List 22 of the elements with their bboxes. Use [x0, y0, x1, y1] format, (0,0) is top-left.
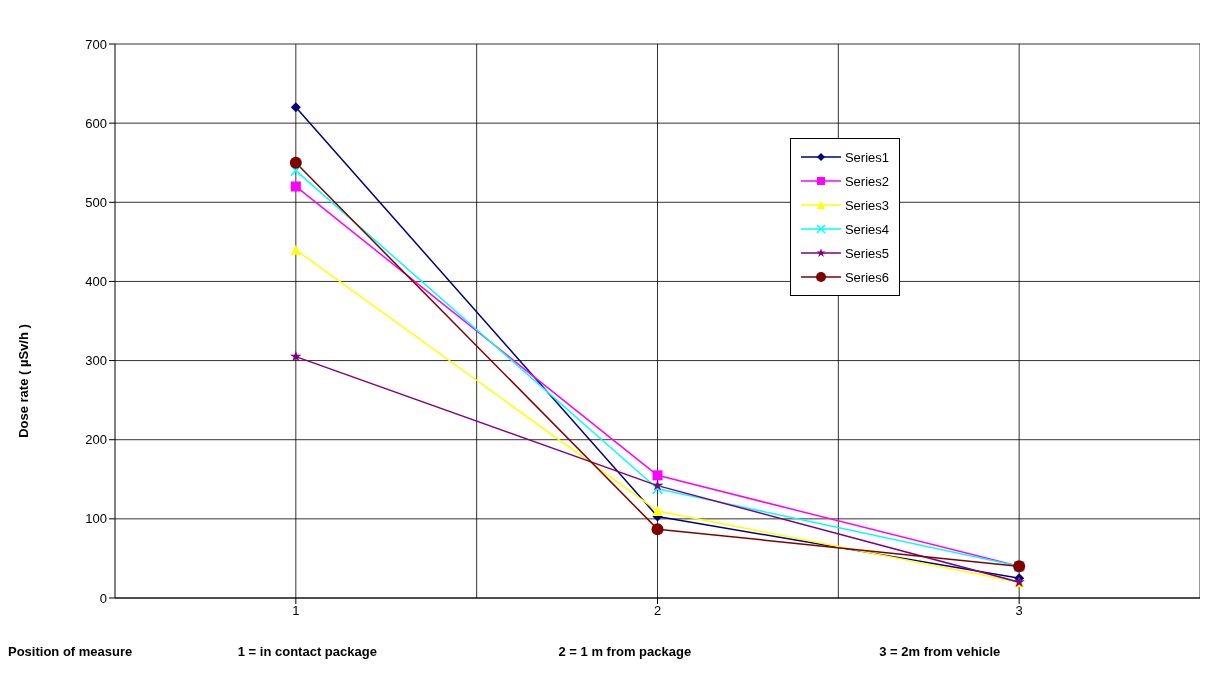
legend-label: Series4 — [844, 221, 889, 237]
x-tick-label: 1 — [292, 603, 300, 619]
y-tick-label: 200 — [85, 432, 107, 448]
x-tick-label: 2 — [653, 603, 662, 619]
legend-label: Series3 — [844, 197, 889, 213]
y-tick-label: 0 — [99, 590, 107, 606]
y-tick-label: 600 — [85, 115, 107, 131]
y-tick-label: 300 — [85, 353, 107, 369]
y-tick-label: 500 — [85, 194, 107, 210]
y-tick-label: 100 — [85, 511, 107, 527]
legend-label: Series5 — [844, 245, 889, 261]
x-axis-title: Position of measure — [8, 644, 134, 659]
y-tick-label: 400 — [85, 274, 107, 290]
legend-label: Series6 — [844, 269, 889, 285]
x-tick-label: 3 — [1015, 603, 1023, 619]
legend-label: Series1 — [844, 149, 889, 165]
y-tick-label: 700 — [85, 36, 107, 52]
legend-label: Series2 — [844, 173, 889, 189]
text: 3 = 2m from vehicle — [879, 644, 1002, 659]
text: 2 = 1 m from package — [558, 644, 693, 659]
text: 1 = in contact package — [237, 644, 378, 659]
y-axis-title: Dose rate ( µSv/h ) — [15, 324, 31, 438]
